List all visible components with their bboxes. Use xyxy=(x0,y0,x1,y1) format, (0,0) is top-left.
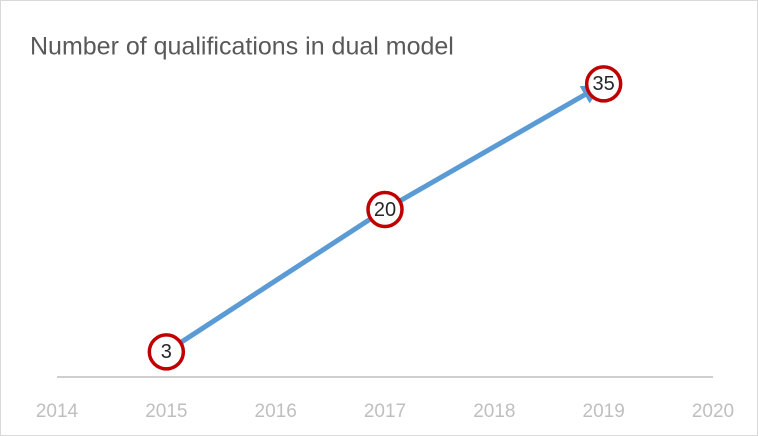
data-marker xyxy=(147,333,186,371)
data-marker xyxy=(366,190,404,229)
data-marker xyxy=(584,65,623,103)
x-tick-label: 2020 xyxy=(692,401,734,422)
x-tick-label: 2015 xyxy=(145,401,187,422)
x-tick-label: 2019 xyxy=(583,401,625,422)
data-label: 35 xyxy=(593,73,615,95)
data-label: 20 xyxy=(374,199,396,221)
chart-title: Number of qualifications in dual model xyxy=(30,33,454,61)
x-tick-label: 2018 xyxy=(473,401,515,422)
x-tick-label: 2016 xyxy=(255,401,297,422)
data-label: 3 xyxy=(161,341,172,363)
x-tick-label: 2017 xyxy=(364,401,406,422)
x-tick-label: 2014 xyxy=(36,401,79,422)
